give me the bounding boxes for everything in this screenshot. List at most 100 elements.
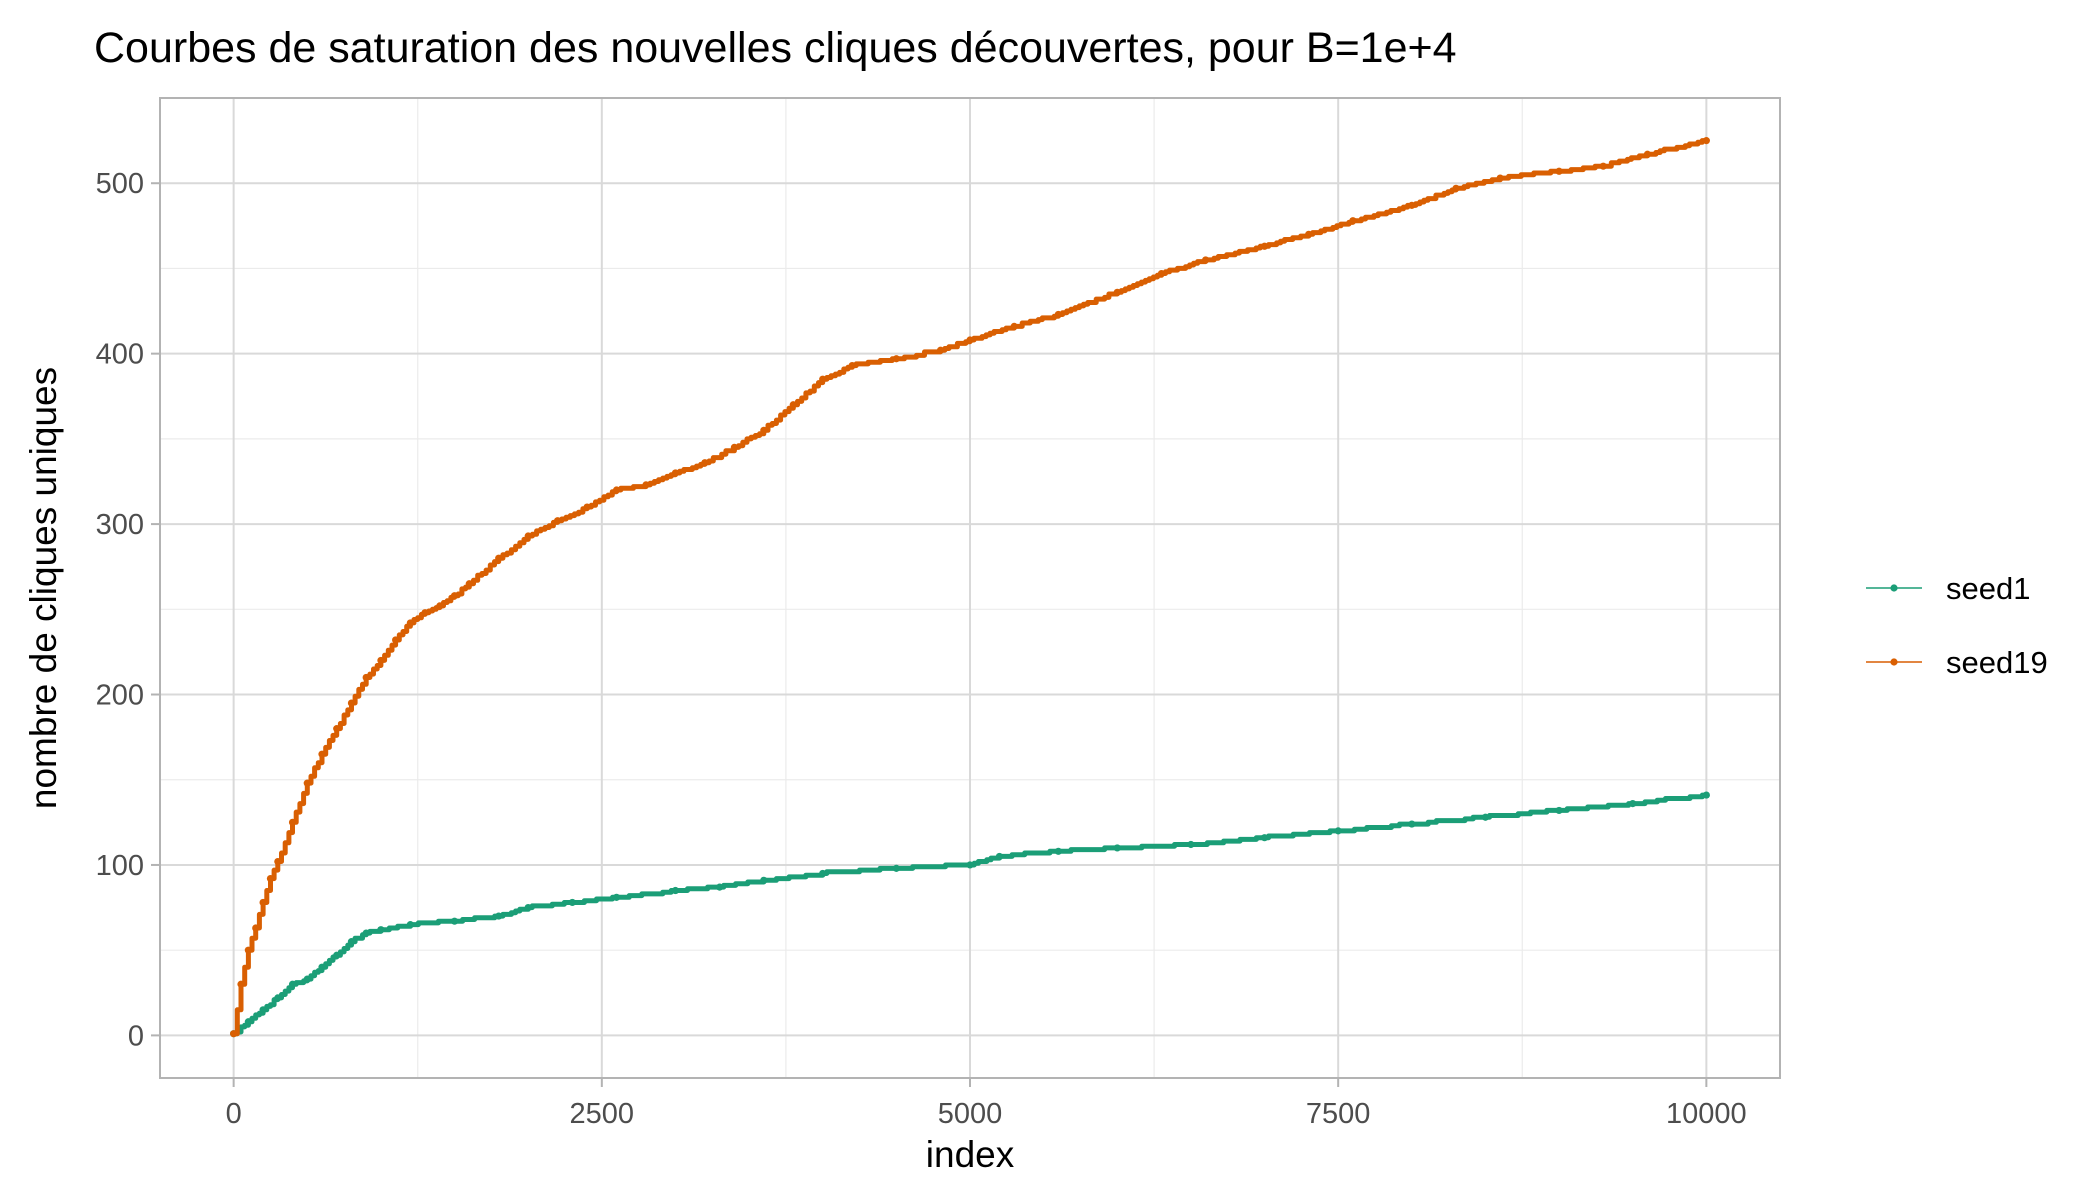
data-point — [1260, 834, 1269, 842]
data-point — [377, 926, 385, 934]
data-point — [421, 609, 429, 617]
data-point — [966, 861, 974, 869]
y-axis-title: nombre de cliques uniques — [23, 367, 64, 809]
data-point — [819, 375, 827, 383]
data-point — [1452, 184, 1460, 192]
data-point — [524, 532, 532, 540]
data-point — [333, 725, 341, 733]
data-point — [760, 426, 768, 434]
data-point — [1187, 840, 1195, 849]
data-point — [1305, 230, 1313, 238]
data-point — [406, 921, 414, 929]
legend-label: seed19 — [1946, 645, 2048, 680]
data-point — [288, 980, 297, 988]
data-point — [554, 517, 562, 525]
y-tick-label: 300 — [96, 509, 144, 541]
x-axis-title: index — [926, 1134, 1015, 1175]
data-point — [230, 1030, 238, 1038]
data-point — [995, 852, 1004, 861]
data-point — [936, 346, 945, 354]
data-point — [612, 486, 621, 494]
data-point — [436, 602, 444, 610]
legend-key-point — [1890, 584, 1898, 592]
chart-title: Courbes de saturation des nouvelles cliq… — [94, 24, 1457, 72]
series-points-seed19 — [230, 137, 1710, 1038]
data-point — [318, 963, 326, 971]
data-point — [1157, 269, 1166, 278]
data-point — [495, 554, 503, 562]
data-point — [524, 903, 532, 912]
data-point — [1408, 820, 1416, 828]
data-point — [274, 857, 282, 866]
data-point — [347, 699, 356, 707]
data-point — [450, 917, 459, 925]
data-point — [362, 673, 370, 682]
data-point — [259, 898, 267, 907]
data-point — [1702, 137, 1710, 145]
data-point — [892, 355, 900, 363]
data-point — [237, 980, 245, 988]
x-axis-ticks: 0 2500 5000 7500 10000 — [226, 1078, 1747, 1130]
data-point — [244, 946, 252, 954]
data-point — [966, 336, 974, 344]
legend-key-point — [1890, 658, 1898, 666]
y-axis-ticks: 0 100 200 300 400 500 — [96, 168, 160, 1052]
data-point — [1054, 847, 1062, 855]
x-tick-label: 2500 — [570, 1098, 635, 1130]
data-point — [406, 619, 414, 627]
x-tick-label: 7500 — [1306, 1098, 1371, 1130]
data-point — [392, 636, 400, 644]
data-point — [303, 975, 311, 983]
data-point — [1496, 174, 1504, 182]
data-point — [288, 818, 297, 826]
data-point — [244, 1018, 252, 1026]
data-point — [252, 924, 260, 932]
data-point — [259, 1006, 267, 1014]
data-point — [583, 503, 591, 511]
legend-item-seed1: seed1 — [1866, 571, 2030, 606]
data-point — [1555, 167, 1563, 175]
data-point — [347, 938, 356, 946]
data-point — [671, 886, 680, 895]
legend-label: seed1 — [1946, 571, 2030, 606]
data-point — [1643, 150, 1652, 158]
data-point — [377, 656, 385, 665]
data-point — [1054, 310, 1062, 319]
data-point — [1349, 217, 1357, 225]
data-point — [1113, 288, 1121, 296]
x-tick-label: 0 — [226, 1098, 242, 1130]
data-point — [701, 459, 709, 467]
data-point — [333, 951, 341, 959]
y-tick-label: 0 — [128, 1020, 144, 1052]
data-point — [362, 929, 370, 937]
data-point — [568, 898, 576, 907]
legend-item-seed19: seed19 — [1866, 645, 2048, 680]
grid-major — [160, 98, 1780, 1078]
x-tick-label: 10000 — [1666, 1098, 1747, 1130]
y-tick-label: 400 — [96, 339, 144, 371]
data-point — [1408, 201, 1416, 209]
data-point — [1702, 791, 1710, 799]
data-point — [1010, 322, 1018, 330]
data-point — [274, 994, 282, 1002]
data-point — [1113, 844, 1121, 852]
data-point — [716, 883, 724, 891]
data-point — [1334, 827, 1342, 835]
x-tick-label: 5000 — [938, 1098, 1003, 1130]
data-point — [1202, 256, 1210, 264]
data-point — [892, 864, 900, 872]
data-point — [1599, 162, 1607, 170]
y-tick-label: 500 — [96, 168, 144, 200]
data-point — [612, 893, 621, 901]
data-point — [1481, 813, 1490, 821]
y-tick-label: 200 — [96, 680, 144, 712]
data-point — [671, 469, 680, 477]
data-point — [450, 592, 459, 600]
series-layer — [230, 137, 1710, 1038]
y-tick-label: 100 — [96, 850, 144, 882]
data-point — [642, 481, 650, 489]
data-point — [1555, 806, 1563, 815]
data-point — [730, 443, 738, 451]
data-point — [318, 750, 326, 758]
